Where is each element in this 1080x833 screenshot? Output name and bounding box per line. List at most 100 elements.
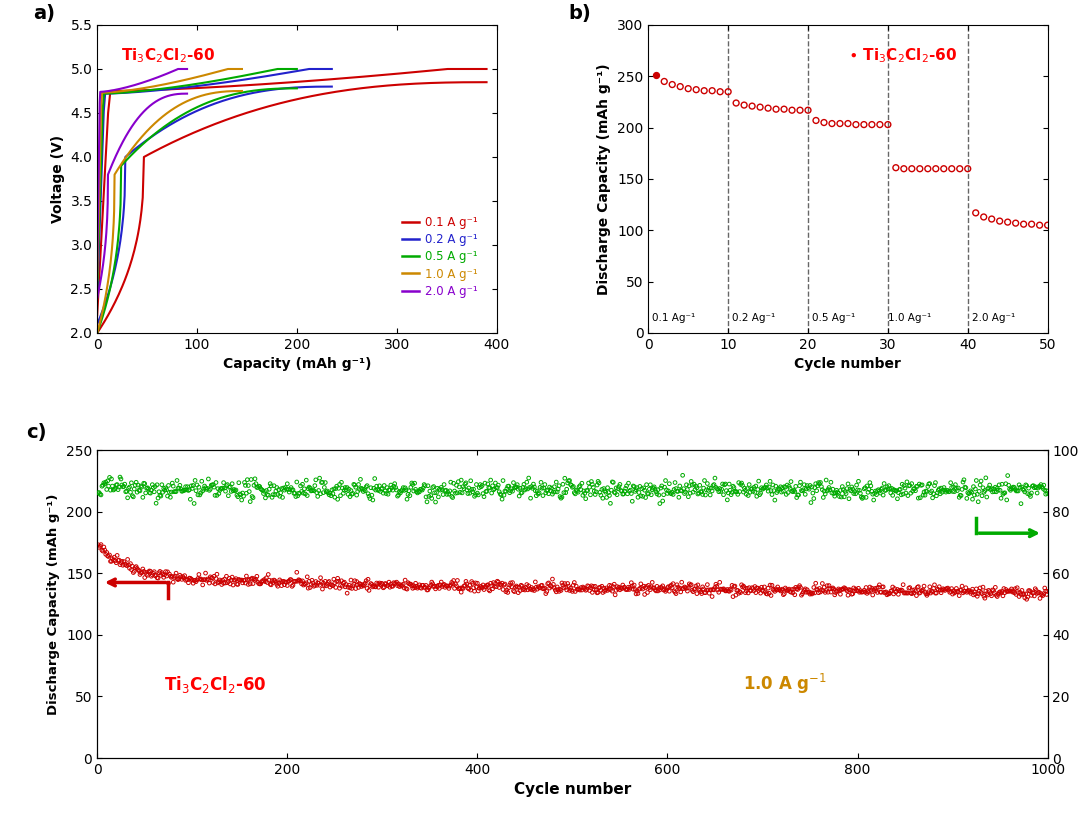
Point xyxy=(861,586,878,599)
Point xyxy=(530,486,548,500)
Point xyxy=(491,577,509,591)
Point xyxy=(220,571,238,585)
Point xyxy=(322,489,339,502)
Point xyxy=(512,584,529,597)
Point xyxy=(672,80,689,93)
Point xyxy=(132,479,149,492)
Point xyxy=(962,484,980,497)
Point xyxy=(319,577,336,591)
Point xyxy=(879,587,896,601)
Point xyxy=(160,576,177,590)
Point xyxy=(562,478,579,491)
Point xyxy=(702,481,719,495)
Point xyxy=(203,571,220,585)
Point xyxy=(286,486,303,500)
Point xyxy=(696,474,713,487)
Point xyxy=(93,488,110,501)
Point xyxy=(786,485,804,498)
Point xyxy=(859,586,876,600)
Point xyxy=(845,486,862,500)
Point xyxy=(967,482,984,496)
Point xyxy=(834,582,851,596)
Point xyxy=(114,559,132,572)
Point xyxy=(678,483,696,496)
Point xyxy=(908,480,926,493)
Point xyxy=(710,583,727,596)
Point xyxy=(946,586,963,600)
Point xyxy=(751,488,768,501)
Point xyxy=(462,474,480,487)
Point xyxy=(704,583,721,596)
Point xyxy=(94,478,111,491)
Point xyxy=(476,581,494,594)
Point xyxy=(318,579,335,592)
Point xyxy=(213,578,230,591)
Point xyxy=(482,473,499,486)
Point xyxy=(117,557,134,571)
Point xyxy=(1029,481,1047,495)
Point xyxy=(339,487,356,501)
Point xyxy=(237,576,254,590)
Point xyxy=(529,580,546,593)
Point xyxy=(113,555,131,568)
Point xyxy=(148,478,165,491)
Point xyxy=(566,576,583,589)
Point xyxy=(219,575,237,588)
Point xyxy=(585,485,603,498)
Point xyxy=(850,581,867,595)
Point xyxy=(379,487,396,501)
Point xyxy=(726,580,743,593)
Point xyxy=(456,482,473,496)
Point xyxy=(382,577,400,591)
Point xyxy=(650,488,667,501)
Point xyxy=(613,582,631,596)
Point xyxy=(377,484,394,497)
Point xyxy=(716,478,733,491)
Point xyxy=(556,577,573,591)
Point xyxy=(967,207,984,220)
Point xyxy=(856,481,874,494)
Point xyxy=(298,473,315,486)
Point xyxy=(606,577,623,591)
Point xyxy=(804,587,821,601)
Point xyxy=(901,581,918,595)
Point xyxy=(684,478,701,491)
Point xyxy=(1030,586,1048,599)
Point xyxy=(124,560,141,573)
Point xyxy=(568,484,585,497)
Point xyxy=(742,486,759,499)
Point xyxy=(703,84,720,97)
Point xyxy=(975,210,993,223)
Point xyxy=(292,575,309,588)
Point xyxy=(152,569,170,582)
Point xyxy=(797,582,814,596)
Point xyxy=(152,489,170,502)
Point xyxy=(357,480,375,493)
Point xyxy=(240,479,257,492)
Point xyxy=(175,484,192,497)
Point xyxy=(144,568,161,581)
Point xyxy=(769,484,786,497)
Point xyxy=(514,583,531,596)
Point xyxy=(271,490,288,503)
Point xyxy=(939,484,956,497)
Point xyxy=(343,487,361,501)
Point xyxy=(391,485,408,498)
Point xyxy=(227,573,244,586)
Point xyxy=(218,479,235,492)
Point xyxy=(606,486,623,499)
Point xyxy=(996,486,1013,500)
Point xyxy=(284,578,301,591)
Point xyxy=(719,584,737,597)
Point xyxy=(852,486,869,500)
Point xyxy=(758,478,775,491)
Point xyxy=(726,481,743,494)
Point xyxy=(219,489,237,502)
Point xyxy=(723,583,740,596)
Point xyxy=(987,581,1004,594)
Point xyxy=(557,581,575,594)
Point xyxy=(927,586,944,600)
Point xyxy=(782,585,799,598)
Point xyxy=(254,484,271,497)
Point xyxy=(177,574,194,587)
